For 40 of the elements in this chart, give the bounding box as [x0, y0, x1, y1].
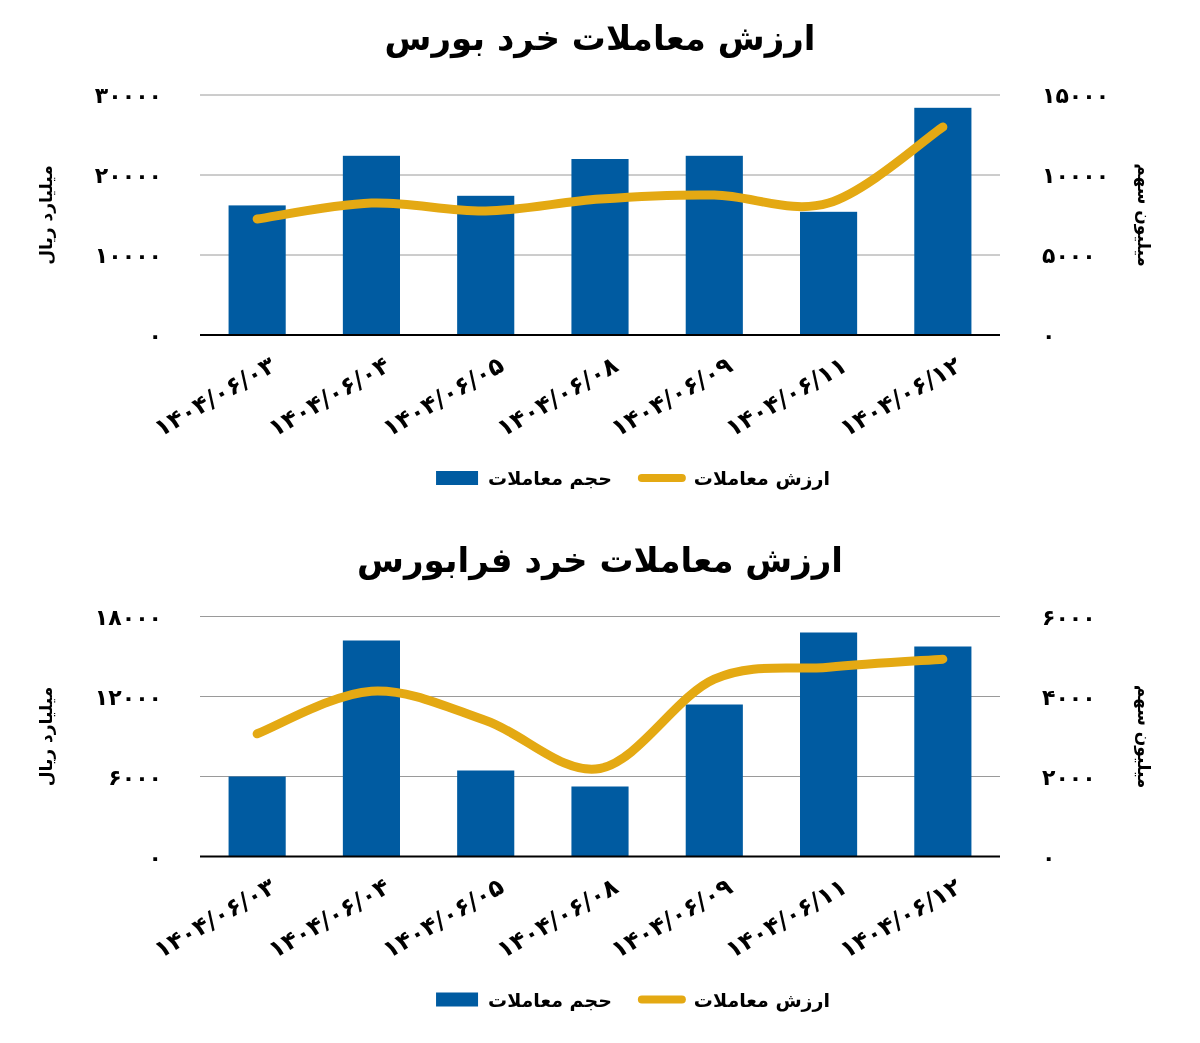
legend-label: حجم معاملات — [488, 988, 612, 1011]
y2-tick-label: ۱۵۰۰۰ — [1042, 83, 1110, 108]
y-tick-label: ۰ — [148, 323, 162, 348]
y-tick-label: ۱۰۰۰۰ — [94, 243, 162, 268]
bar — [685, 155, 743, 335]
y2-tick-label: ۶۰۰۰ — [1042, 604, 1096, 630]
bar — [342, 640, 400, 857]
y-axis-title: میلیارد ریال — [36, 686, 56, 787]
y-tick-label: ۱۲۰۰۰ — [94, 684, 162, 710]
y-tick-label: ۲۰۰۰۰ — [94, 163, 162, 188]
y-tick-label: ۰ — [148, 844, 162, 870]
y2-tick-label: ۲۰۰۰ — [1042, 764, 1096, 790]
bar — [914, 107, 972, 335]
bar — [800, 632, 858, 857]
bar — [800, 211, 858, 335]
legend-label: حجم معاملات — [488, 467, 612, 489]
y2-tick-label: ۱۰۰۰۰ — [1042, 163, 1110, 188]
bar — [342, 155, 400, 335]
y2-axis-title: میلیون سهم — [1133, 684, 1154, 789]
y-tick-label: ۶۰۰۰ — [108, 764, 162, 790]
bar — [457, 770, 515, 857]
y2-tick-label: ۰ — [1042, 323, 1056, 348]
chart-title: ارزش معاملات خرد بورس — [384, 18, 816, 59]
y-axis-title: میلیارد ریال — [36, 165, 56, 265]
y2-tick-label: ۰ — [1042, 844, 1056, 870]
y2-tick-label: ۵۰۰۰ — [1042, 243, 1096, 268]
bar — [571, 159, 629, 335]
bar — [457, 195, 515, 335]
legend-label: ارزش معاملات — [693, 467, 830, 490]
bar — [914, 646, 972, 857]
bar — [228, 205, 286, 335]
chart-title: ارزش معاملات خرد فرابورس — [356, 539, 844, 581]
y2-tick-label: ۴۰۰۰ — [1042, 684, 1096, 710]
y-tick-label: ۱۸۰۰۰ — [94, 604, 162, 630]
bar — [228, 776, 286, 857]
y2-axis-title: میلیون سهم — [1133, 163, 1154, 267]
legend-label: ارزش معاملات — [693, 988, 830, 1012]
bar — [571, 786, 629, 857]
bar — [685, 704, 743, 857]
y-tick-label: ۳۰۰۰۰ — [94, 83, 162, 108]
